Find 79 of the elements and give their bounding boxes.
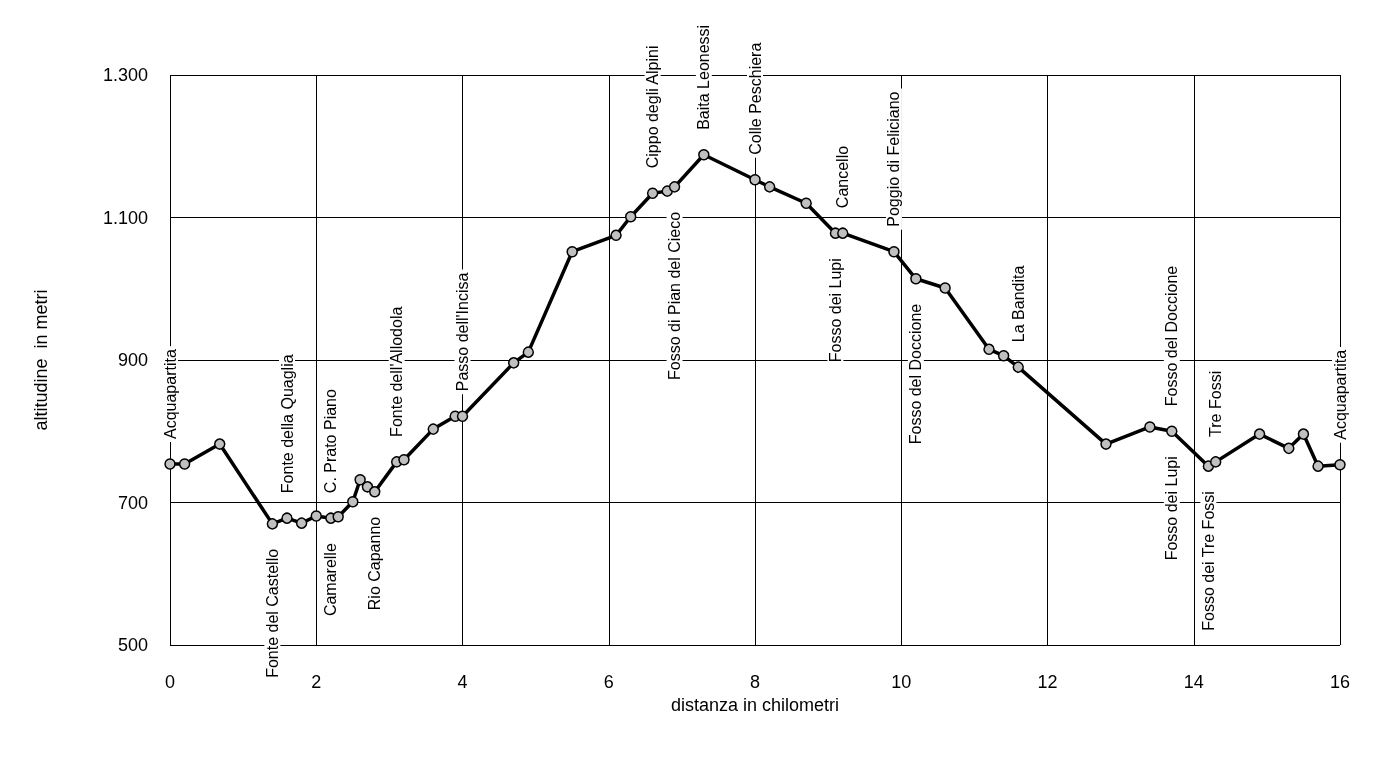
x-axis-title: distanza in chilometri	[670, 694, 840, 715]
point	[1144, 421, 1156, 433]
point	[354, 473, 366, 486]
y-tick-label: 500	[117, 635, 148, 655]
annotation: Fosso dei Lupi	[1163, 456, 1181, 561]
point	[178, 458, 191, 470]
x-tick-label: 14	[1183, 672, 1204, 692]
point	[1012, 361, 1024, 373]
point	[997, 349, 1010, 362]
point	[347, 496, 359, 508]
y-tick-label: 1.100	[102, 207, 148, 228]
point	[668, 181, 681, 193]
point	[456, 410, 469, 423]
point	[939, 282, 951, 294]
point	[507, 357, 520, 369]
x-tick-label: 4	[457, 672, 468, 692]
annotation: Tre Fossi	[1207, 370, 1225, 437]
annotation: Fonte del Castello	[263, 548, 281, 678]
annotation: Passo dell'Incisa	[454, 272, 471, 392]
annotation: Fosso del Doccione	[907, 303, 925, 445]
x-tick-label: 6	[603, 672, 614, 692]
point	[698, 149, 710, 161]
point	[1334, 458, 1346, 471]
point	[295, 517, 308, 529]
annotation: Colle Peschiera	[746, 42, 764, 155]
point	[1253, 428, 1266, 440]
point	[427, 423, 439, 435]
annotation: Fosso dei Lupi	[826, 258, 844, 363]
y-tick-label: 900	[117, 350, 148, 370]
x-tick-label: 12	[1037, 672, 1058, 692]
annotation: Acquapartita	[161, 349, 179, 440]
point	[266, 518, 279, 530]
x-tick-label: 16	[1329, 672, 1351, 692]
annotation: Fonte dell'Allodola	[388, 306, 406, 437]
point	[646, 187, 659, 200]
point	[398, 454, 410, 466]
point	[369, 486, 381, 498]
point	[310, 510, 322, 522]
annotation: Fosso di Pian del Cieco	[666, 211, 684, 380]
point	[213, 438, 226, 450]
y-tick-label: 700	[117, 492, 148, 513]
point	[281, 512, 293, 524]
point	[910, 273, 922, 285]
annotation: Poggio di Feliciano	[885, 91, 903, 227]
annotation: Fosso del Doccione	[1163, 265, 1181, 407]
annotation: Cippo degli Alpini	[644, 45, 662, 169]
y-axis-title: altitudine in metri	[31, 289, 51, 431]
annotation: Fonte della Quaglia	[278, 354, 296, 494]
point	[1312, 460, 1324, 472]
point	[610, 229, 622, 242]
annotation: Baita Leonessi	[695, 24, 713, 130]
point	[1283, 442, 1295, 455]
point	[566, 245, 578, 258]
point	[332, 511, 344, 523]
point	[1297, 428, 1310, 440]
annotation: La Bandita	[1009, 265, 1027, 343]
x-tick-label: 8	[749, 672, 761, 692]
point	[837, 227, 849, 239]
x-tick-label: 10	[891, 672, 912, 692]
annotation: Rio Capanno	[366, 516, 384, 611]
point	[749, 173, 761, 186]
x-tick-label: 0	[164, 672, 176, 692]
annotation: Fosso dei Tre Fossi	[1199, 491, 1217, 631]
point	[800, 197, 812, 209]
point	[983, 343, 995, 356]
point	[522, 346, 535, 358]
point	[624, 211, 637, 223]
point	[763, 181, 776, 193]
annotation: Acquapartita	[1331, 349, 1349, 440]
point	[1100, 438, 1112, 450]
point	[888, 245, 900, 258]
y-tick-label: 1.300	[102, 65, 148, 85]
x-tick-label: 2	[311, 672, 322, 692]
point	[164, 458, 176, 470]
annotation: Cancello	[834, 145, 852, 209]
point	[1209, 456, 1222, 468]
annotation: C. Prato Piano	[322, 389, 340, 494]
point	[1166, 425, 1178, 437]
annotation: Camarelle	[322, 543, 340, 617]
